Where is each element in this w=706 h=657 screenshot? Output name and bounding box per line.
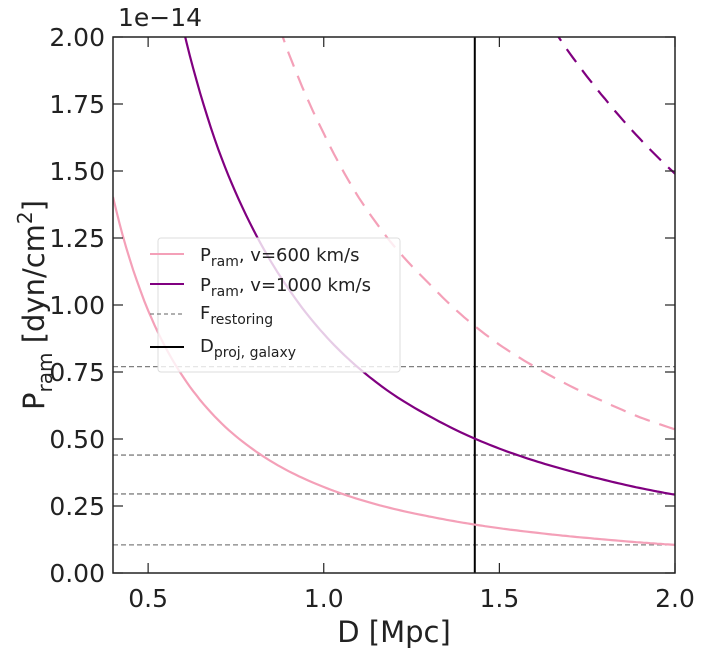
x-tick-label: 0.5 <box>128 584 168 613</box>
y-tick-label: 1.75 <box>49 90 105 119</box>
y-tick-label: 2.00 <box>49 23 105 52</box>
legend-label-d-proj: Dproj, galaxy <box>200 336 296 361</box>
x-axis-label: D [Mpc] <box>337 615 451 649</box>
x-tick-label: 1.5 <box>479 584 519 613</box>
y-tick-label: 0.00 <box>49 559 105 588</box>
x-tick-label: 1.0 <box>304 584 344 613</box>
y-axis-label: Pram [dyn/cm2] <box>13 200 57 410</box>
legend: Pram, v=600 km/s Pram, v=1000 km/s Frest… <box>150 237 401 373</box>
series-line-0 <box>113 196 675 546</box>
legend-label-pram-600: Pram, v=600 km/s <box>200 245 360 270</box>
y-tick-label: 0.50 <box>49 425 105 454</box>
legend-label-f-restoring: Frestoring <box>200 303 273 328</box>
offset-text: 1e−14 <box>118 3 202 32</box>
y-tick-label: 1.50 <box>49 157 105 186</box>
x-tick-label: 2.0 <box>655 584 695 613</box>
y-tick-label: 1.25 <box>49 224 105 253</box>
y-tick-label: 1.00 <box>49 291 105 320</box>
series-line-1 <box>184 37 675 496</box>
y-tick-label: 0.25 <box>49 492 105 521</box>
y-tick-label: 0.75 <box>49 358 105 387</box>
legend-label-pram-1000: Pram, v=1000 km/s <box>200 275 371 300</box>
